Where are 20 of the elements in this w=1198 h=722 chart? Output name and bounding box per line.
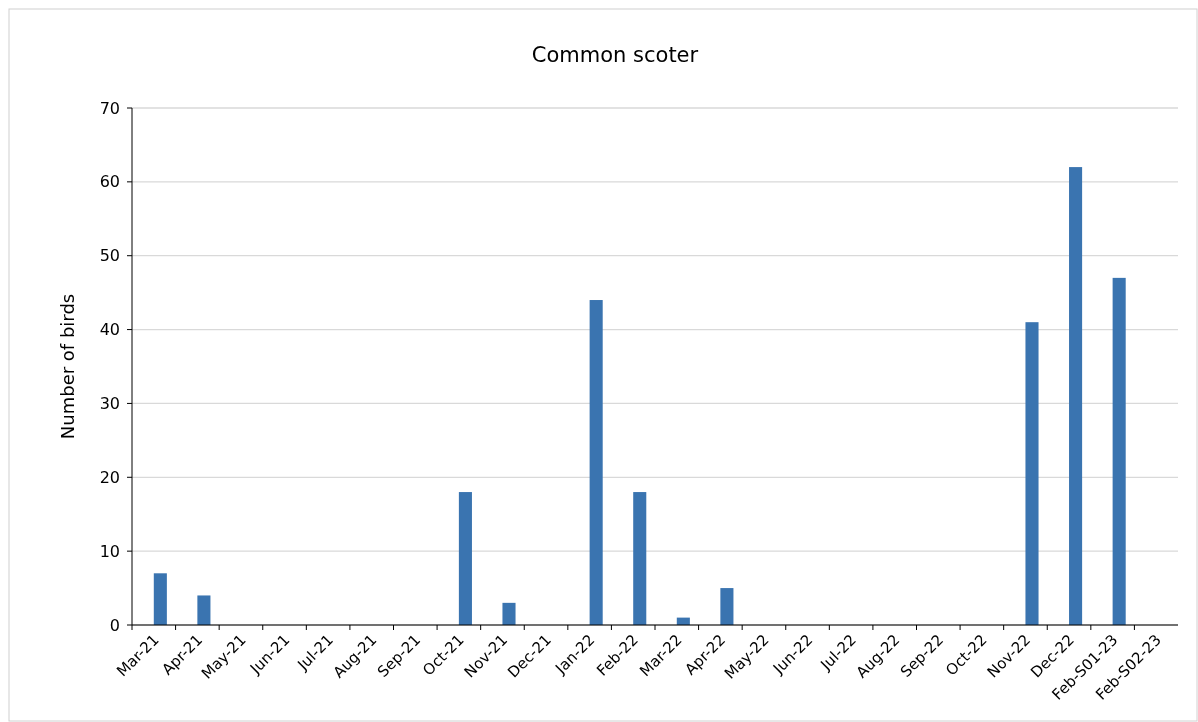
chart-title: Common scoter: [531, 43, 699, 67]
bar: [197, 595, 211, 625]
y-tick-label: 70: [99, 98, 120, 118]
bar: [633, 492, 647, 625]
bar: [1112, 277, 1126, 625]
bar: [1025, 322, 1039, 625]
bar: [720, 588, 734, 625]
y-axis-title: Number of birds: [57, 293, 78, 440]
y-tick-label: 0: [109, 615, 120, 635]
y-tick-label: 10: [99, 541, 120, 561]
y-tick-label: 30: [99, 394, 120, 414]
bar: [153, 573, 167, 625]
bar: [589, 300, 603, 625]
bar: [1069, 167, 1083, 625]
y-tick-label: 60: [99, 172, 120, 192]
y-tick-label: 40: [99, 320, 120, 340]
y-tick-label: 20: [99, 467, 120, 487]
bar: [502, 602, 516, 625]
y-tick-label: 50: [99, 246, 120, 266]
bar: [458, 492, 472, 625]
